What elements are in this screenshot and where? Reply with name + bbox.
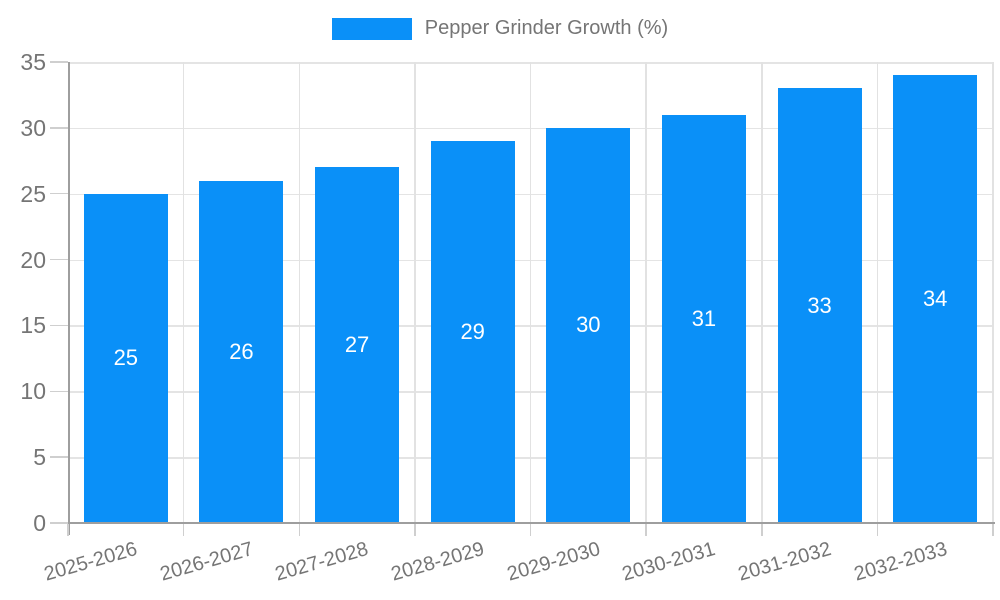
x-axis-label: 2031-2032	[735, 538, 834, 586]
x-axis-label: 2032-2033	[851, 538, 950, 586]
x-tick	[992, 524, 994, 536]
y-tick	[50, 456, 68, 458]
y-axis-label: 0	[33, 510, 46, 536]
x-axis-line	[68, 522, 995, 524]
plot-area: 25 26 27 29 30 31 33 34	[68, 62, 994, 523]
y-tick	[50, 127, 68, 129]
x-axis-label: 2029-2030	[504, 538, 603, 586]
bar-value-label: 31	[691, 305, 717, 331]
bar-2027-2028[interactable]: 27	[315, 167, 400, 523]
y-axis-label: 30	[20, 114, 46, 141]
bar-value-label: 25	[113, 345, 139, 371]
y-tick	[50, 192, 68, 195]
x-gridline	[876, 62, 879, 523]
x-tick	[645, 524, 647, 536]
legend-label: Pepper Grinder Growth (%)	[424, 17, 669, 39]
x-gridline	[182, 62, 185, 523]
x-gridline	[992, 62, 994, 523]
x-gridline	[414, 62, 416, 523]
x-tick	[876, 524, 879, 536]
bar-2028-2029[interactable]: 29	[430, 141, 515, 523]
y-axis-label: 5	[33, 444, 46, 471]
bar-2029-2030[interactable]: 30	[546, 127, 631, 523]
y-axis-label: 10	[20, 378, 46, 405]
x-axis-label: 2027-2028	[273, 538, 372, 586]
y-axis-label: 35	[20, 49, 46, 75]
bar-value-label: 29	[460, 319, 485, 345]
bar-2031-2032[interactable]: 33	[777, 88, 862, 523]
x-tick	[761, 524, 763, 536]
y-tick	[50, 324, 68, 327]
y-axis-line	[68, 62, 70, 535]
bar-value-label: 33	[807, 292, 832, 318]
bar-2032-2033[interactable]: 34	[893, 75, 978, 523]
bar-2026-2027[interactable]: 26	[199, 180, 284, 523]
x-tick	[182, 524, 185, 536]
x-gridline	[761, 62, 763, 523]
y-axis-label: 20	[20, 246, 46, 273]
bar-value-label: 26	[229, 338, 254, 364]
x-gridline	[529, 62, 532, 523]
y-tick	[50, 522, 68, 524]
x-gridline	[645, 62, 647, 523]
x-axis-label: 2026-2027	[157, 538, 256, 586]
x-gridline	[298, 62, 300, 523]
bar-2025-2026[interactable]: 25	[83, 193, 168, 523]
y-tick	[50, 61, 68, 63]
legend[interactable]: Pepper Grinder Growth (%)	[0, 17, 1000, 40]
y-axis-label: 25	[20, 180, 46, 207]
x-tick	[529, 524, 532, 536]
x-axis-label: 2028-2029	[388, 538, 487, 586]
x-axis-label: 2025-2026	[41, 538, 140, 586]
x-tick	[414, 524, 416, 536]
y-tick	[50, 390, 68, 393]
x-tick	[67, 524, 69, 536]
bar-value-label: 27	[344, 332, 370, 358]
bar-value-label: 34	[922, 286, 948, 312]
x-tick	[298, 524, 300, 536]
y-tick	[50, 258, 68, 261]
legend-swatch	[331, 17, 412, 40]
bar-2030-2031[interactable]: 31	[661, 114, 746, 523]
y-axis-label: 15	[20, 312, 46, 339]
x-axis-label: 2030-2031	[619, 538, 719, 586]
bar-value-label: 30	[576, 312, 601, 338]
